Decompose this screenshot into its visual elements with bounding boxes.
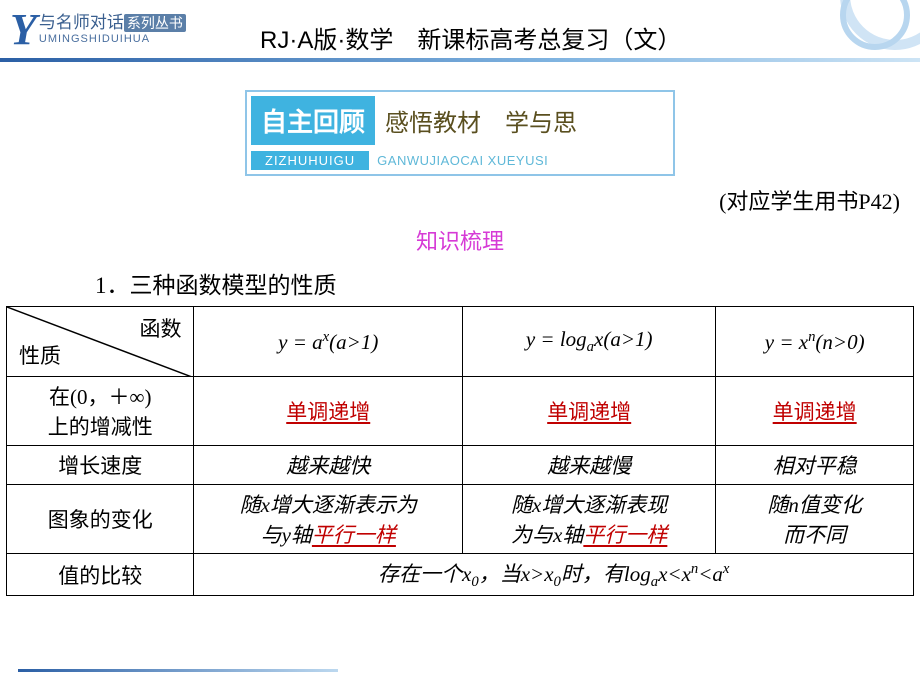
header-underline	[0, 58, 920, 62]
header-decoration	[790, 0, 920, 60]
body-heading: 1．三种函数模型的性质	[95, 266, 920, 300]
logo-cn-main: 与名师对话	[39, 13, 124, 32]
logo-text: 与名师对话系列丛书 UMINGSHIDUIHUA	[39, 8, 186, 45]
table-row: 增长速度 越来越快 越来越慢 相对平稳	[7, 446, 914, 485]
page-header: Y 与名师对话系列丛书 UMINGSHIDUIHUA RJ·A版·数学 新课标高…	[0, 0, 920, 72]
cell: 随x增大逐渐表示为 与y轴平行一样	[194, 485, 463, 554]
row-label-graph: 图象的变化	[7, 485, 194, 554]
banner-text-py: GANWUJIAOCAI XUEYUSI	[377, 153, 548, 168]
cell: 越来越快	[194, 446, 463, 485]
logo-cn-series: 系列丛书	[124, 14, 186, 32]
row-label-monotone: 在(0，＋∞)上的增减性	[7, 377, 194, 446]
page-reference: (对应学生用书P42)	[0, 184, 920, 216]
cell: 随x增大逐渐表现 为与x轴平行一样	[463, 485, 716, 554]
logo-cn: 与名师对话系列丛书	[39, 8, 186, 33]
banner-text-cn: 感悟教材 学与思	[385, 103, 577, 138]
logo-pinyin: UMINGSHIDUIHUA	[39, 33, 186, 45]
cell: 越来越慢	[463, 446, 716, 485]
cell-merged: 存在一个x0，当x>x0时，有logax<xn<ax	[194, 554, 914, 596]
col-head-log: y = logax(a>1)	[463, 307, 716, 377]
banner-top: 自主回顾 感悟教材 学与思	[247, 92, 673, 149]
section-banner: 自主回顾 感悟教材 学与思 ZIZHUHUIGU GANWUJIAOCAI XU…	[245, 90, 675, 176]
footer-line	[18, 669, 338, 672]
banner-box-cn: 自主回顾	[251, 96, 375, 145]
diag-bot-label: 性质	[19, 340, 61, 370]
header-title: RJ·A版·数学 新课标高考总复习（文）	[260, 20, 681, 55]
col-head-exp: y = ax(a>1)	[194, 307, 463, 377]
logo: Y 与名师对话系列丛书 UMINGSHIDUIHUA	[10, 8, 186, 52]
cell: 单调递增	[463, 377, 716, 446]
logo-letter: Y	[10, 8, 37, 52]
properties-table: 函数 性质 y = ax(a>1) y = logax(a>1) y = xn(…	[6, 306, 914, 596]
table-row: 在(0，＋∞)上的增减性 单调递增 单调递增 单调递增	[7, 377, 914, 446]
cell: 单调递增	[194, 377, 463, 446]
col-head-power: y = xn(n>0)	[716, 307, 914, 377]
cell: 相对平稳	[716, 446, 914, 485]
table-row: 图象的变化 随x增大逐渐表示为 与y轴平行一样 随x增大逐渐表现 为与x轴平行一…	[7, 485, 914, 554]
table-row: 值的比较 存在一个x0，当x>x0时，有logax<xn<ax	[7, 554, 914, 596]
diagonal-header: 函数 性质	[7, 307, 194, 377]
diag-top-label: 函数	[139, 313, 181, 343]
cell: 随n值变化 而不同	[716, 485, 914, 554]
row-label-speed: 增长速度	[7, 446, 194, 485]
banner-box-py: ZIZHUHUIGU	[251, 151, 369, 170]
cell: 单调递增	[716, 377, 914, 446]
section-title: 知识梳理	[0, 224, 920, 256]
banner-bottom: ZIZHUHUIGU GANWUJIAOCAI XUEYUSI	[247, 149, 673, 174]
row-label-compare: 值的比较	[7, 554, 194, 596]
table-header-row: 函数 性质 y = ax(a>1) y = logax(a>1) y = xn(…	[7, 307, 914, 377]
